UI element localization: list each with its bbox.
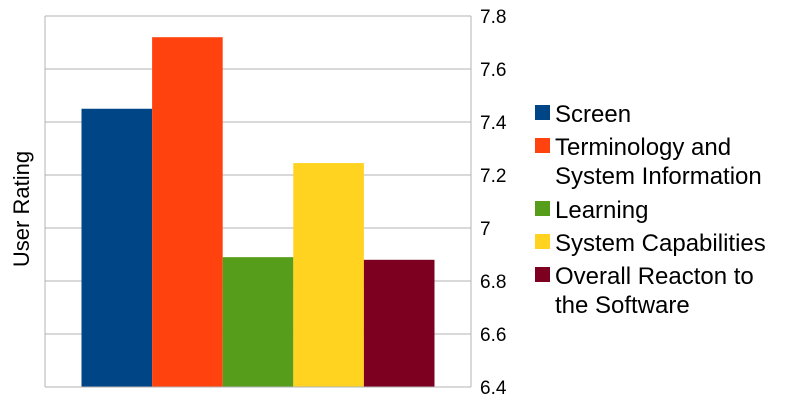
y-tick-label: 6.6 [480, 325, 506, 346]
y-tick-label: 6.4 [480, 378, 507, 399]
y-tick-label: 7.6 [480, 60, 506, 81]
legend-label: System Information [555, 163, 762, 190]
legend-label: Learning [555, 197, 648, 224]
legend-label: Terminology and [555, 134, 731, 161]
legend-item: System Capabilities [535, 230, 766, 257]
y-tick-label: 7.8 [480, 7, 506, 28]
y-axis-ticks: 6.4 6.6 6.8 7 7.2 7.4 7.6 7.8 [480, 7, 507, 399]
y-tick-label: 6.8 [480, 272, 506, 293]
y-tick-label: 7.2 [480, 166, 506, 187]
legend-label: the Software [555, 292, 690, 319]
bar-overall-reacton-to-the-software [363, 259, 435, 387]
legend-swatch [535, 267, 550, 282]
bar-system-capabilities [293, 163, 364, 387]
bar-learning [222, 257, 294, 387]
bar-terminology-and-system-information [152, 37, 223, 387]
legend-label: Overall Reacton to [555, 263, 754, 290]
legend-swatch [535, 201, 550, 216]
legend-item: Screen [535, 101, 631, 128]
axes [44, 16, 472, 388]
y-tick-label: 7.4 [480, 113, 507, 134]
bar-screen [81, 108, 153, 387]
legend-label: System Capabilities [555, 230, 766, 257]
y-axis-label: User Rating [9, 151, 34, 267]
legend-swatch [535, 138, 550, 153]
legend-item: Learning [535, 197, 648, 224]
legend-label: Screen [555, 101, 631, 128]
legend-swatch [535, 234, 550, 249]
legend-swatch [535, 105, 550, 120]
bars [81, 37, 435, 387]
y-tick-label: 7 [480, 219, 491, 240]
